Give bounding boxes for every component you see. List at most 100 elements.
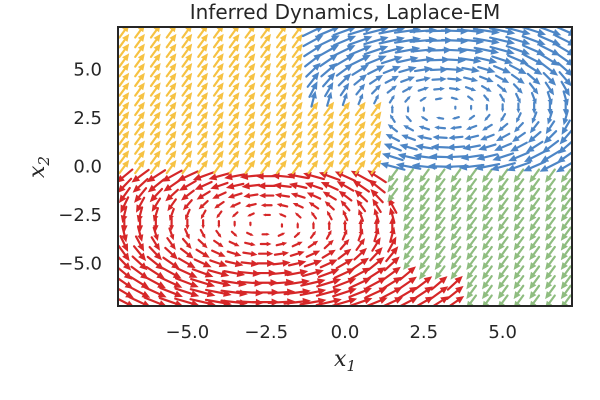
arrow-yellow — [212, 111, 224, 126]
arrow-head — [276, 203, 282, 208]
arrow-head — [466, 242, 474, 251]
arrow-shaft — [564, 178, 572, 188]
arrow-shaft — [485, 187, 493, 198]
arrow-shaft — [323, 164, 331, 175]
arrow-yellow — [275, 92, 287, 107]
arrow-shaft — [494, 74, 505, 81]
arrow-head — [310, 90, 317, 99]
arrow-head — [491, 37, 500, 45]
arrow-head — [185, 72, 193, 81]
arrow-head — [202, 260, 212, 268]
arrow-red — [287, 259, 307, 267]
arrow-shaft — [349, 57, 365, 67]
arrow-head — [122, 82, 130, 91]
arrow-head — [513, 203, 521, 212]
arrow-yellow — [291, 82, 303, 97]
arrow-green — [450, 255, 462, 270]
arrow-head — [216, 150, 224, 159]
arrow-shaft — [406, 187, 415, 198]
arrow-green — [560, 275, 572, 290]
arrow-blue — [523, 160, 547, 172]
arrow-shaft — [564, 226, 572, 237]
arrow-red — [382, 266, 401, 281]
arrow-shaft — [181, 106, 189, 117]
arrow-head — [358, 150, 366, 159]
arrow-shaft — [260, 38, 268, 49]
arrow-head — [513, 262, 521, 270]
arrow-shaft — [485, 245, 493, 256]
arrow-shaft — [197, 145, 205, 155]
arrow-head — [200, 82, 208, 91]
arrow-head — [389, 236, 397, 245]
arrow-shaft — [532, 197, 541, 208]
arrow-head — [500, 117, 504, 122]
arrow-red — [119, 235, 129, 252]
arrow-head — [506, 28, 516, 36]
arrow-green — [419, 245, 430, 261]
arrow-green — [529, 265, 541, 280]
arrow-head — [407, 95, 411, 100]
arrow-head — [132, 184, 141, 193]
arrow-blue — [341, 92, 348, 107]
arrow-head — [347, 277, 357, 285]
arrow-green — [419, 236, 430, 251]
arrow-shaft — [134, 67, 142, 78]
arrow-head — [419, 271, 426, 280]
arrow-head — [552, 38, 561, 46]
arrow-yellow — [275, 72, 287, 88]
arrow-green — [545, 275, 556, 290]
arrow-shaft — [339, 106, 347, 117]
arrow-red — [213, 239, 224, 248]
arrow-shaft — [453, 236, 462, 246]
arrow-shaft — [413, 68, 426, 73]
arrow-yellow — [307, 130, 319, 146]
arrow-blue — [443, 56, 466, 64]
arrow-shaft — [148, 245, 158, 256]
arrow-shaft — [165, 155, 174, 165]
arrow-shaft — [564, 265, 572, 275]
arrow-yellow — [134, 130, 145, 146]
arrow-head — [267, 259, 275, 267]
arrow-head — [482, 281, 490, 290]
arrow-yellow — [165, 72, 177, 88]
arrow-head — [514, 126, 520, 133]
arrow-head — [311, 121, 319, 130]
arrow-shaft — [154, 207, 160, 217]
arrow-head — [153, 225, 159, 232]
arrow-shaft — [181, 237, 189, 246]
arrow-green — [403, 245, 415, 261]
arrow-shaft — [275, 67, 284, 78]
arrow-shaft — [504, 27, 525, 34]
arrow-red — [118, 245, 130, 262]
arrow-head — [399, 143, 409, 151]
arrow-head — [131, 174, 141, 183]
arrow-shaft — [441, 48, 461, 52]
arrow-head — [380, 35, 389, 43]
arrow-head — [151, 204, 159, 212]
arrow-shaft — [212, 48, 221, 58]
arrow-shaft — [118, 106, 126, 117]
arrow-head — [354, 189, 363, 198]
arrow-green — [450, 197, 462, 212]
arrow-shaft — [453, 125, 462, 129]
arrow-head — [518, 67, 527, 75]
arrow-shaft — [244, 145, 253, 155]
arrow-shaft — [248, 193, 259, 197]
arrow-shaft — [547, 139, 560, 150]
arrow-shaft — [273, 252, 284, 256]
arrow-head — [560, 281, 568, 290]
arrow-shaft — [327, 213, 333, 221]
y-tick-label: −2.5 — [58, 205, 102, 226]
arrow-green — [434, 216, 446, 232]
arrow-shaft — [469, 236, 478, 246]
arrow-shaft — [145, 265, 160, 276]
arrow-yellow — [291, 33, 303, 49]
arrow-head — [497, 252, 505, 261]
arrow-green — [513, 275, 525, 290]
arrow-head — [343, 239, 350, 246]
arrow-blue — [347, 27, 373, 36]
arrow-shaft — [516, 187, 525, 198]
arrow-shaft — [193, 258, 206, 266]
arrow-yellow — [118, 150, 130, 165]
x-axis-label-subscript: 1 — [346, 357, 356, 375]
